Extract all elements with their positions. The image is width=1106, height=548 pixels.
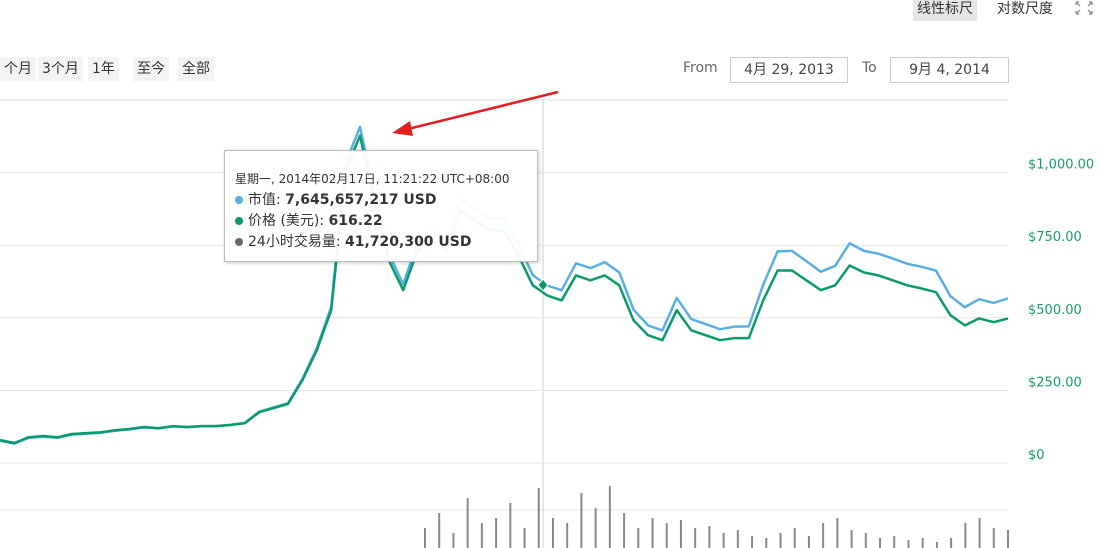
volume-bar: [850, 530, 853, 548]
y-tick-label: $750.00: [1028, 230, 1082, 245]
tooltip-dot: [235, 238, 243, 246]
scale-button[interactable]: 线性标尺: [913, 0, 977, 21]
y-tick-label: $250.00: [1028, 375, 1082, 390]
volume-bar: [807, 536, 810, 548]
volume-bar: [722, 533, 725, 548]
volume-bar: [480, 523, 483, 548]
volume-bar: [978, 518, 981, 548]
volume-bar: [424, 528, 426, 548]
hover-marker: [537, 278, 549, 292]
range-button[interactable]: 个月: [0, 57, 36, 81]
volume-bar: [964, 523, 967, 548]
volume-bar: [580, 493, 583, 548]
tooltip-header: 星期一, 2014年02月17日, 11:21:22 UTC+08:00: [235, 172, 510, 186]
volume-bar: [651, 518, 654, 548]
to-label: To: [862, 60, 877, 76]
range-button[interactable]: 1年: [88, 57, 119, 81]
volume-bar: [779, 533, 782, 548]
volume-bar: [495, 518, 498, 548]
from-input[interactable]: 4月 29, 2013: [730, 57, 848, 83]
volume-bar: [736, 530, 739, 548]
volume-bar: [679, 520, 682, 548]
volume-bar: [864, 533, 867, 548]
volume-bar: [992, 528, 995, 548]
volume-bar: [822, 523, 825, 548]
tooltip-row: 价格 (美元): 616.22: [235, 210, 383, 230]
volume-bar: [765, 538, 768, 548]
scale-button[interactable]: 对数尺度: [997, 1, 1053, 17]
volume-bar: [836, 518, 839, 548]
y-tick-label: $1,000.00: [1028, 158, 1094, 173]
to-input[interactable]: 9月 4, 2014: [890, 57, 1009, 83]
y-tick-label: $0: [1028, 448, 1045, 463]
volume-bar: [466, 498, 469, 548]
tooltip-label: 市值:: [248, 192, 281, 208]
volume-bar: [1007, 530, 1009, 548]
tooltip-label: 价格 (美元):: [248, 213, 325, 229]
volume-bar: [921, 538, 924, 548]
volume-bar: [935, 542, 938, 548]
volume-bar: [950, 538, 953, 548]
volume-bar: [537, 488, 540, 548]
volume-bar: [793, 528, 796, 548]
tooltip-dot: [235, 196, 243, 204]
y-tick-label: $500.00: [1028, 303, 1082, 318]
volume-bar: [665, 523, 668, 548]
tooltip-row: 市值: 7,645,657,217 USD: [235, 189, 437, 209]
volume-bar: [637, 528, 640, 548]
tooltip-row: 24小时交易量: 41,720,300 USD: [235, 231, 472, 251]
volume-bar: [509, 503, 512, 548]
tooltip: 星期一, 2014年02月17日, 11:21:22 UTC+08:00 市值:…: [224, 150, 538, 262]
volume-bar: [907, 540, 910, 548]
volume-bar: [438, 513, 441, 548]
from-label: From: [683, 60, 718, 76]
volume-bar: [623, 513, 626, 548]
volume-bar: [594, 508, 597, 548]
volume-bar: [452, 533, 455, 548]
tooltip-dot: [235, 217, 243, 225]
volume-bar: [551, 518, 554, 548]
volume-bar: [608, 486, 611, 548]
tooltip-label: 24小时交易量:: [248, 234, 341, 250]
range-button[interactable]: 3个月: [38, 57, 83, 81]
volume-bar: [523, 528, 526, 548]
volume-bar: [566, 523, 569, 548]
volume-bar: [893, 536, 896, 548]
tooltip-value: 41,720,300 USD: [344, 234, 472, 250]
volume-bar: [879, 538, 882, 548]
tooltip-value: 616.22: [328, 213, 383, 229]
volume-bar: [694, 528, 697, 548]
range-button[interactable]: 至今: [133, 57, 169, 81]
range-button[interactable]: 全部: [178, 57, 214, 81]
tooltip-value: 7,645,657,217 USD: [285, 192, 437, 208]
volume-bar: [751, 536, 754, 548]
volume-bar: [708, 526, 711, 548]
